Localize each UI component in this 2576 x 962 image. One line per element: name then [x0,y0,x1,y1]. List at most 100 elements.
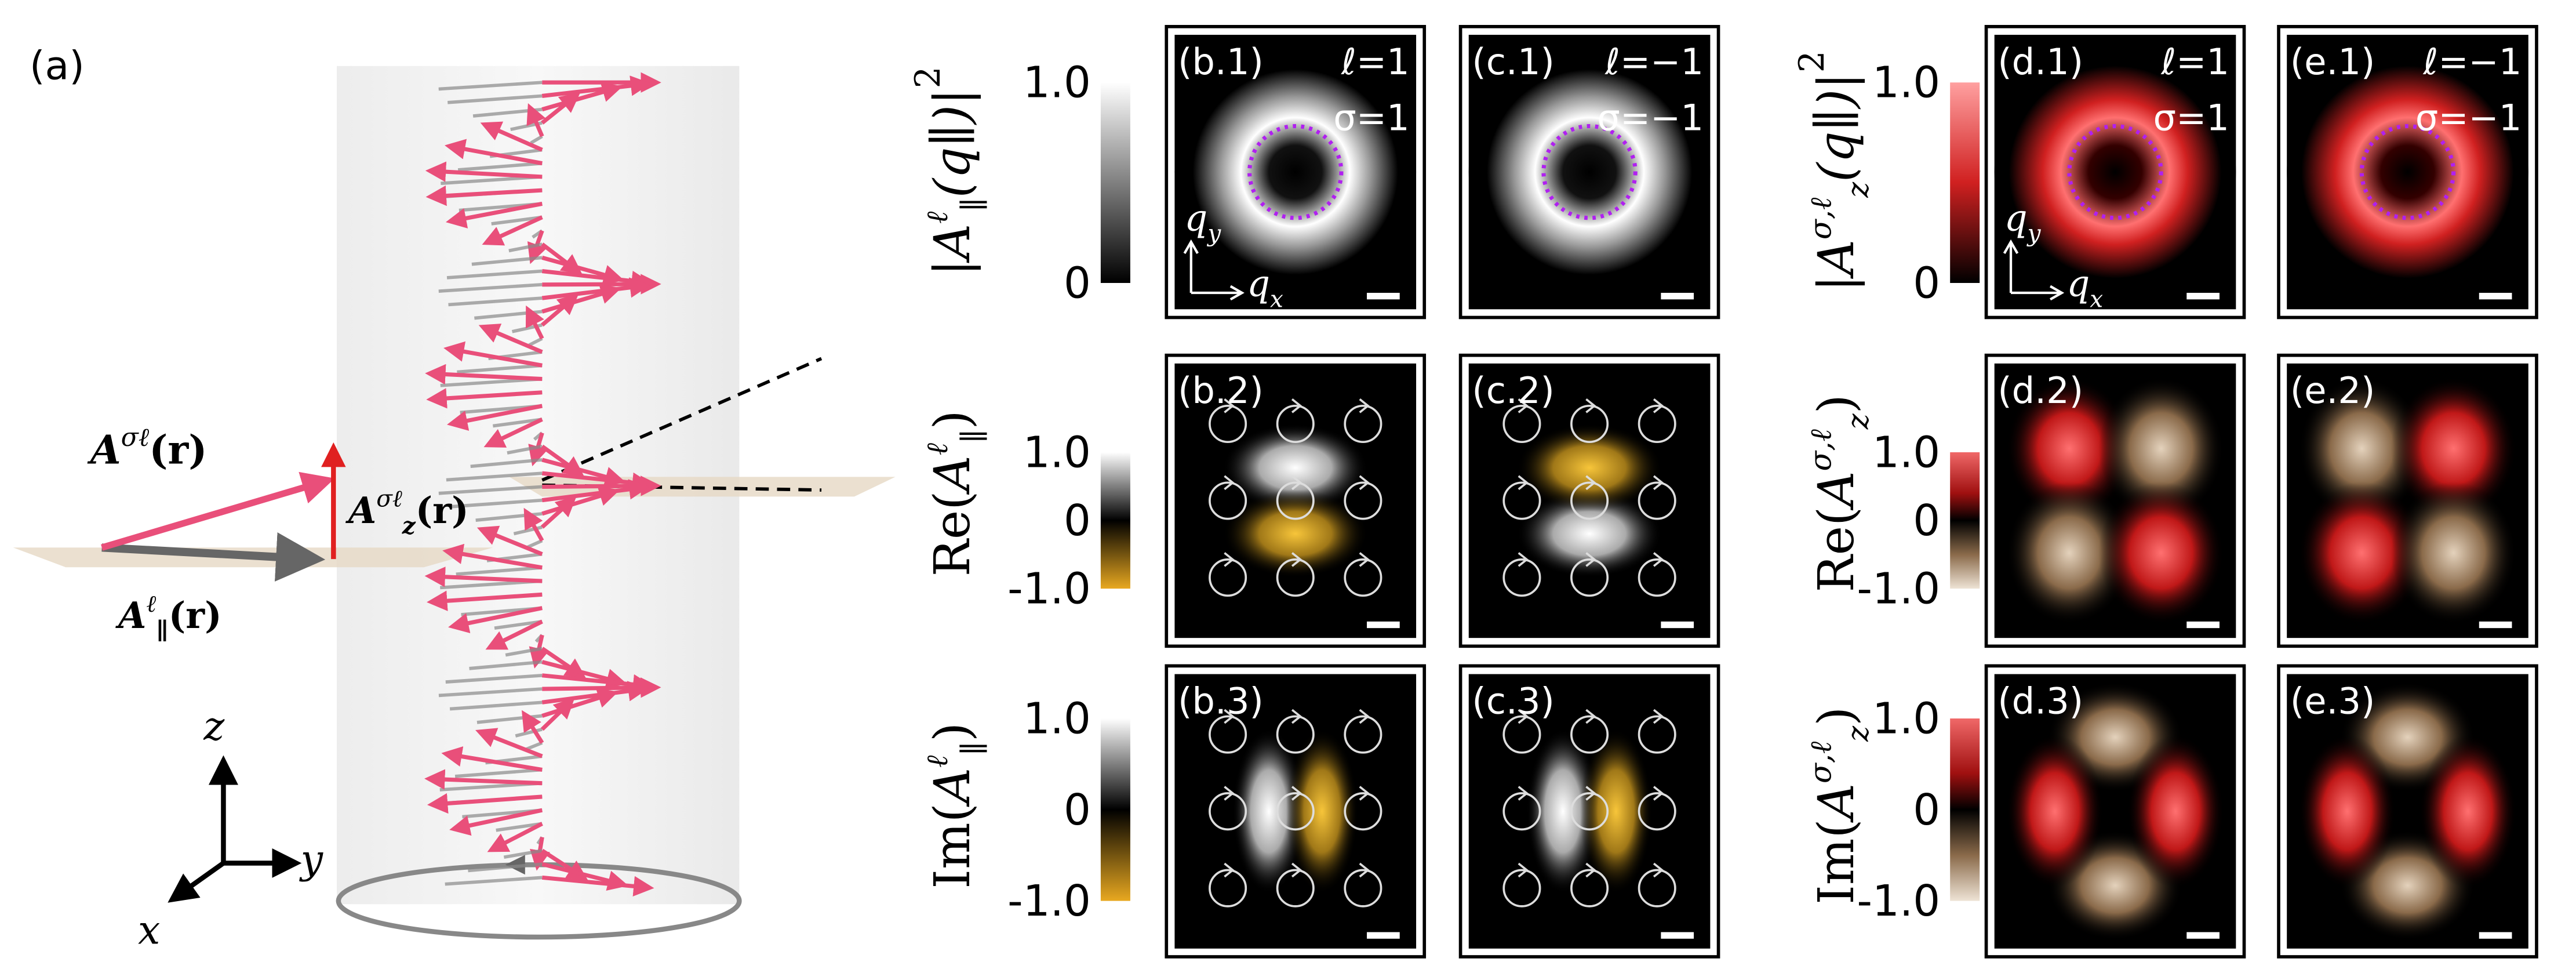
panel-label: (d.2) [1998,369,2083,412]
scale-bar [2186,292,2220,300]
helix-arrow-gray [471,256,543,266]
helix-arrow [425,185,543,206]
text-part: (r) [416,489,469,532]
helix-arrow [449,808,543,836]
vector-total [101,471,335,551]
circulation-arrowhead [1518,862,1529,878]
text-part: A [924,768,981,807]
colorbar [1100,718,1130,901]
circulation-arrowhead [1291,862,1302,878]
helix-arrow-gray [469,660,543,670]
text-part: | [924,88,981,105]
text-part: A [1808,471,1865,510]
panel-label: (d.1) [1998,41,2083,83]
panel-content [1502,398,1676,597]
helix-arrow-gray [494,620,543,630]
helix-arrow-gray [457,161,543,172]
helix-arrow [541,255,624,285]
text-part: Re( [924,491,981,576]
helix-arrow-gray [505,647,543,657]
circulation-mark [1638,481,1676,520]
ell-label: ℓ=−1 [2423,41,2522,83]
q-axis-label: qx [2066,263,2103,313]
circulation-arrowhead [1359,475,1370,491]
colorbar-tick-label: 0 [1913,259,1940,308]
circulation-mark [1276,715,1315,754]
q-axis-label: qx [1247,263,1283,313]
circulation-arrowhead [1359,862,1370,878]
helix-arrow [441,746,543,772]
colorbar [1100,452,1130,589]
intensity-ring [1468,51,1711,293]
text-part: Re( [1808,507,1865,593]
circulation-arrowhead [1585,786,1596,801]
text-part: σ,ℓ [1804,429,1839,471]
circulation-mark [1344,404,1382,444]
vector-transverse [101,532,326,582]
intensity-lobe [1517,489,1662,578]
row-label: Im(Aσ,ℓz) [1804,707,1876,905]
text-part: A [87,427,121,474]
ell-label: ℓ=−1 [1604,41,1704,83]
circulation-arrowhead [1291,398,1302,413]
helix-arrow-gray [507,444,543,455]
scale-bar [1661,932,1694,939]
panel-label: (d.3) [1998,680,2083,723]
intensity-lobe [1526,729,1599,894]
sigma-label: σ=−1 [2415,96,2522,139]
helix-arrow [475,728,543,758]
circulation-mark [1276,558,1315,597]
colorbar-tick-label: 1.0 [1023,59,1091,108]
circulation-mark [1344,558,1382,597]
helix-arrow-gray [530,135,543,144]
text-part: ∥ [958,429,992,443]
colorbar-tick-label: 1.0 [1872,59,1940,108]
text-part: ∥ [958,198,992,212]
scale-bar [1367,621,1400,629]
q-axes [2009,243,2061,295]
circulation-arrowhead [1224,552,1235,567]
intensity-lobe [2006,734,2104,888]
text-part: q [2066,263,2090,305]
circulation-mark [1638,558,1676,597]
text-part: ℓ [146,590,156,618]
circulation-mark [1570,715,1609,754]
intensity-lobe [2098,481,2224,625]
circulation-arrowhead [1518,475,1529,491]
text-part: | [924,259,981,276]
helix-arrow [541,284,621,314]
ell-label: ℓ=1 [1341,41,1410,83]
scale-bar [2479,621,2512,629]
intensity-lobe [1580,729,1653,894]
colorbar-tick-label: 1.0 [1023,695,1091,744]
q-axes-heads [1183,239,1245,301]
row-label: |Aσ,ℓz(q∥)|2 [1792,50,1876,292]
circulation-arrowhead [1224,786,1235,801]
circulation-mark [1344,481,1382,520]
text-part: σℓ [121,423,150,452]
helix-arrow [427,590,543,611]
circulation-arrowhead [1291,786,1302,801]
scale-bar [1367,292,1400,300]
panel-label: (e.3) [2290,680,2375,723]
helix-arrow [541,82,623,112]
intensity-lobe [1222,423,1368,512]
circulation-mark [1570,481,1609,520]
helix-arrow [424,769,543,790]
panel-label: (e.1) [2290,41,2375,83]
helix-arrow-gray [454,768,543,778]
intensity-lobe [2006,481,2133,625]
helix [424,72,661,896]
row-label-group: Im(Aℓ∥) [920,723,992,889]
circulation-mark [1276,869,1315,907]
colorbar-tick-label: 0 [1913,786,1940,835]
panel-content [1468,51,1711,293]
text-part: q [2004,197,2028,239]
circulation-arrowhead [1585,398,1596,413]
row-label: Re(Aℓ∥) [920,410,992,576]
helix-arrow-gray [496,822,543,832]
intensity-ring [1994,51,2236,293]
text-part: q [1247,263,1270,305]
row-label: Im(Aℓ∥) [920,723,992,889]
axis-label: y [299,837,324,883]
